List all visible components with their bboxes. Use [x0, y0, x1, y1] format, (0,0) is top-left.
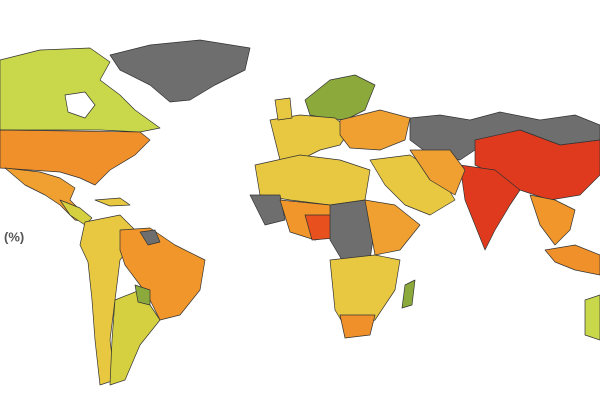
canada — [0, 47, 161, 133]
iran — [409, 149, 466, 196]
south-africa — [339, 314, 376, 339]
indonesia — [544, 244, 600, 276]
cuba — [94, 197, 131, 207]
madagascar — [401, 279, 416, 309]
australia — [584, 294, 600, 341]
greenland — [109, 39, 251, 103]
eastern-europe — [339, 109, 411, 151]
countries — [0, 39, 600, 386]
guiana — [139, 229, 161, 246]
western-europe — [269, 114, 351, 161]
hudson-bay — [64, 91, 96, 119]
east-africa — [364, 199, 421, 256]
west-africa-a — [249, 194, 286, 226]
brazil — [119, 227, 206, 321]
uk — [274, 97, 293, 121]
arabia — [369, 154, 456, 216]
india — [459, 164, 521, 251]
legend-label: (%) — [4, 229, 24, 244]
se-asia — [529, 194, 576, 246]
usa — [0, 129, 151, 186]
scandinavia — [304, 74, 376, 121]
paraguay — [134, 284, 151, 306]
